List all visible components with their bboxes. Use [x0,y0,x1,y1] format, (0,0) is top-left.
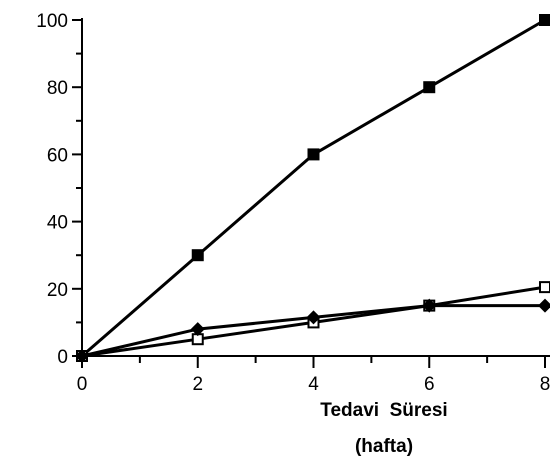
series-1-point [307,148,320,161]
x-axis-label-line2: (hafta) [355,436,413,457]
x-tick-label: 2 [192,374,203,395]
series-markers [75,14,550,363]
series-3-point [190,322,205,337]
series-3-point [538,298,550,313]
series-1-point [539,14,550,26]
x-tick-label: 6 [424,374,435,395]
y-tick-label: 0 [57,347,68,368]
series-3-point [306,310,321,325]
y-tick-label: 80 [47,78,68,99]
y-tick-label: 100 [36,11,68,32]
x-tick-label: 8 [540,374,550,395]
series-3-point [422,298,437,313]
series-lines [81,18,546,358]
y-tick-label: 40 [47,213,68,234]
series-3-point [75,349,89,363]
series-1-point [423,81,436,94]
series-2-point [539,281,550,294]
x-tick-label: 0 [77,374,88,395]
series-1-point [191,249,204,262]
y-tick-label: 20 [47,280,68,301]
x-axis-label-line1: Tedavi Süresi [320,400,447,421]
x-tick-label: 4 [308,374,319,395]
y-tick-label: 60 [47,145,68,166]
axis-ticks: 0 20 40 60 80 100 0 2 4 6 8 [36,11,550,395]
